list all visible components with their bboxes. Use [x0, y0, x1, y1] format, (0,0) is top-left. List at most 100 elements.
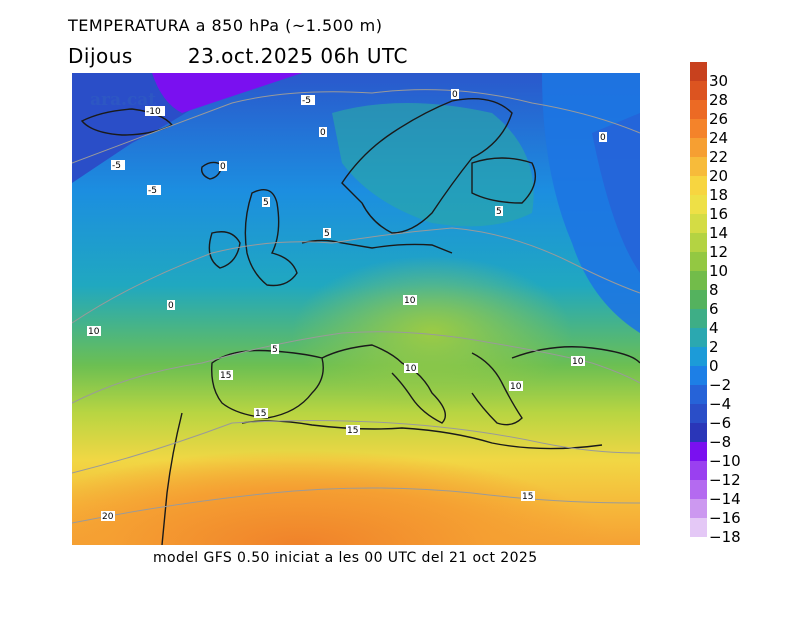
- forecast-day: Dijous: [68, 44, 133, 68]
- legend-swatch: [690, 347, 707, 366]
- legend-label: 4: [709, 319, 719, 337]
- contour-label: 20: [102, 512, 114, 522]
- legend-swatch: [690, 252, 707, 271]
- contour-label: -10: [146, 107, 161, 117]
- contour-label-bg: [271, 344, 279, 354]
- contour-label-bg: [346, 425, 360, 435]
- legend-label: −2: [709, 376, 732, 394]
- contour-label-bg: [111, 160, 125, 170]
- contour-label: 5: [263, 198, 269, 208]
- model-info: model GFS 0.50 iniciat a les 00 UTC del …: [153, 550, 538, 566]
- contour-label: -5: [302, 96, 311, 106]
- legend-swatch: [690, 62, 707, 81]
- north-sea-coast: [301, 239, 453, 254]
- legend-swatch: [690, 499, 707, 518]
- legend-swatch: [690, 442, 707, 461]
- legend-swatch: [690, 461, 707, 480]
- contour-label: 15: [255, 409, 266, 419]
- contour-label-bg: [323, 228, 331, 238]
- isotherm: [72, 420, 640, 474]
- contour-label: 5: [496, 207, 502, 217]
- contour-label: 0: [600, 133, 606, 143]
- legend-label: 26: [709, 110, 729, 128]
- contour-label: 0: [168, 301, 174, 311]
- contour-label-bg: [219, 161, 227, 171]
- legend-swatch: [690, 81, 707, 100]
- legend-swatch: [690, 366, 707, 385]
- legend-label: 10: [709, 262, 729, 280]
- legend-label: 12: [709, 243, 729, 261]
- contour-label-bg: [451, 89, 459, 99]
- legend-label: 14: [709, 224, 729, 242]
- finland-coast: [471, 157, 536, 204]
- contour-label: 10: [88, 327, 100, 337]
- legend-swatch: [690, 385, 707, 404]
- contour-labels: -10 -5 -5 -5 0 0 0 0 0 5 5 5 5 10 10 10 10 10 15 15 15 15 20: [87, 89, 607, 522]
- legend-label: 20: [709, 167, 729, 185]
- contour-label-bg: [219, 370, 233, 380]
- color-legend: 30 28 26 24 22 20 18 16 14 12 10 8 6 4 2 0 −2 −4 −6 −8 −10 −1…: [690, 62, 800, 562]
- legend-swatch: [690, 309, 707, 328]
- contour-label-bg: [254, 408, 268, 418]
- very-cold-core: [152, 73, 302, 113]
- watermark: ara.cat: [90, 90, 156, 110]
- legend-swatch: [690, 328, 707, 347]
- legend-swatch: [690, 423, 707, 442]
- faroe-coast: [200, 161, 223, 180]
- contour-label-bg: [147, 185, 161, 195]
- legend-label: 24: [709, 129, 729, 147]
- isotherm: [72, 227, 640, 324]
- temperature-map: ara.cat -10 -5 -5 -5 0 0 0 0 0 5 5 5 5 10 10 10 10 10 15 15…: [72, 73, 640, 545]
- hot-region-africa: [72, 373, 640, 545]
- legend-swatch: [690, 271, 707, 290]
- legend-label: 18: [709, 186, 729, 204]
- contour-label: 5: [324, 229, 330, 239]
- legend-swatch: [690, 176, 707, 195]
- italy-coast: [321, 344, 446, 424]
- legend-label: 28: [709, 91, 729, 109]
- contour-label-bg: [599, 132, 607, 142]
- contour-label-bg: [495, 206, 503, 216]
- contour-label-bg: [521, 491, 535, 501]
- contour-label: 5: [272, 345, 278, 355]
- contour-label-bg: [101, 511, 115, 521]
- legend-label: −18: [709, 528, 741, 546]
- contour-label-bg: [404, 363, 418, 373]
- legend-swatch: [690, 214, 707, 233]
- contour-label: 15: [522, 492, 533, 502]
- britain-coast: [244, 189, 298, 287]
- legend-label: −12: [709, 471, 741, 489]
- contour-label: 10: [405, 364, 417, 374]
- black-sea-coast: [511, 346, 640, 364]
- contour-label: 10: [510, 382, 522, 392]
- isotherm: [72, 89, 640, 164]
- contour-label: 0: [220, 162, 226, 172]
- legend-label: 16: [709, 205, 729, 223]
- legend-label: −14: [709, 490, 741, 508]
- legend-swatch: [690, 480, 707, 499]
- legend-swatch: [690, 119, 707, 138]
- cold-core-east: [592, 113, 640, 273]
- contour-label: 10: [404, 296, 416, 306]
- legend-label: 2: [709, 338, 719, 356]
- contour-label: -5: [148, 186, 157, 196]
- legend-swatch: [690, 404, 707, 423]
- chart-title: TEMPERATURA a 850 hPa (~1.500 m): [68, 16, 383, 35]
- contour-label: -5: [112, 161, 121, 171]
- legend-label: −16: [709, 509, 741, 527]
- isotherm: [72, 331, 640, 404]
- contour-label-bg: [403, 295, 417, 305]
- legend-label: −10: [709, 452, 741, 470]
- contour-label: 15: [220, 371, 231, 381]
- coastlines: [80, 98, 640, 545]
- contour-label: 0: [452, 90, 458, 100]
- contour-label-bg: [571, 356, 585, 366]
- legend-label: −8: [709, 433, 732, 451]
- legend-swatch: [690, 100, 707, 119]
- legend-label: 30: [709, 72, 729, 90]
- north-africa-coast: [241, 420, 603, 450]
- legend-swatch: [690, 290, 707, 309]
- contour-label-bg: [509, 381, 523, 391]
- contour-label-bg: [145, 106, 165, 116]
- legend-label: 22: [709, 148, 729, 166]
